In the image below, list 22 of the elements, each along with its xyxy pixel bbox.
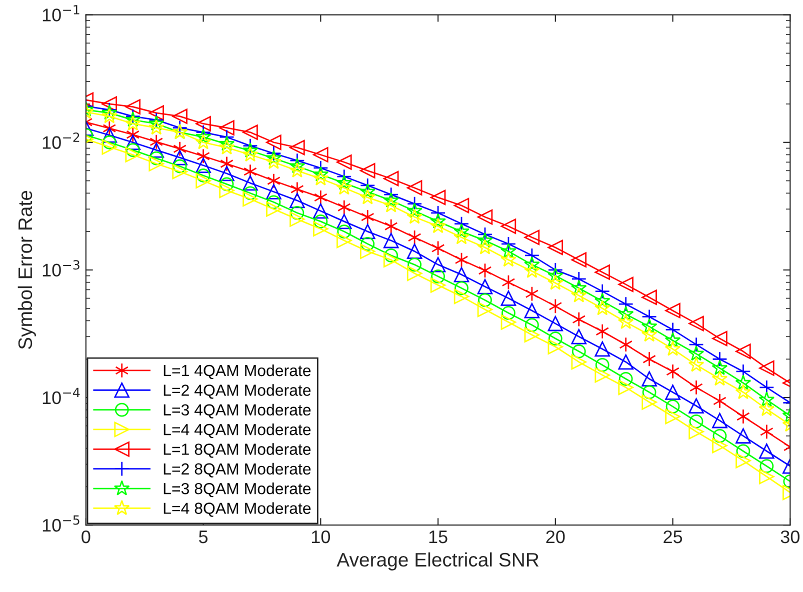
legend-label: L=2 4QAM Moderate [164,384,311,399]
x-tick-label: 20 [546,530,565,544]
y-axis-title: Symbol Error Rate [18,190,36,350]
x-axis-title: Average Electrical SNR [336,552,539,570]
x-tick-label: 25 [664,530,682,544]
x-tick-label: 0 [82,530,90,544]
y-tick-label: 10$^{−2}$ [42,132,80,149]
legend-label: L=1 4QAM Moderate [164,364,311,380]
legend-label: L=1 8QAM Moderate [164,443,311,458]
y-tick-label: 10$^{−1}$ [42,5,80,22]
x-tick-label: 10 [312,530,330,544]
legend-label: L=4 8QAM Moderate [164,502,311,517]
x-tick-label: 15 [429,530,448,544]
y-tick-label: 10$^{−4}$ [42,388,80,404]
legend-label: L=4 4QAM Moderate [164,424,311,438]
legend-label: L=3 4QAM Moderate [164,404,311,418]
y-tick-label: 10$^{−3}$ [42,260,80,277]
legend-label: L=2 8QAM Moderate [164,462,311,478]
y-tick-label: 10$^{−5}$ [42,515,80,532]
x-tick-label: 5 [198,530,208,544]
x-tick-label: 30 [780,530,800,544]
legend-label: L=3 8QAM Moderate [164,482,311,498]
